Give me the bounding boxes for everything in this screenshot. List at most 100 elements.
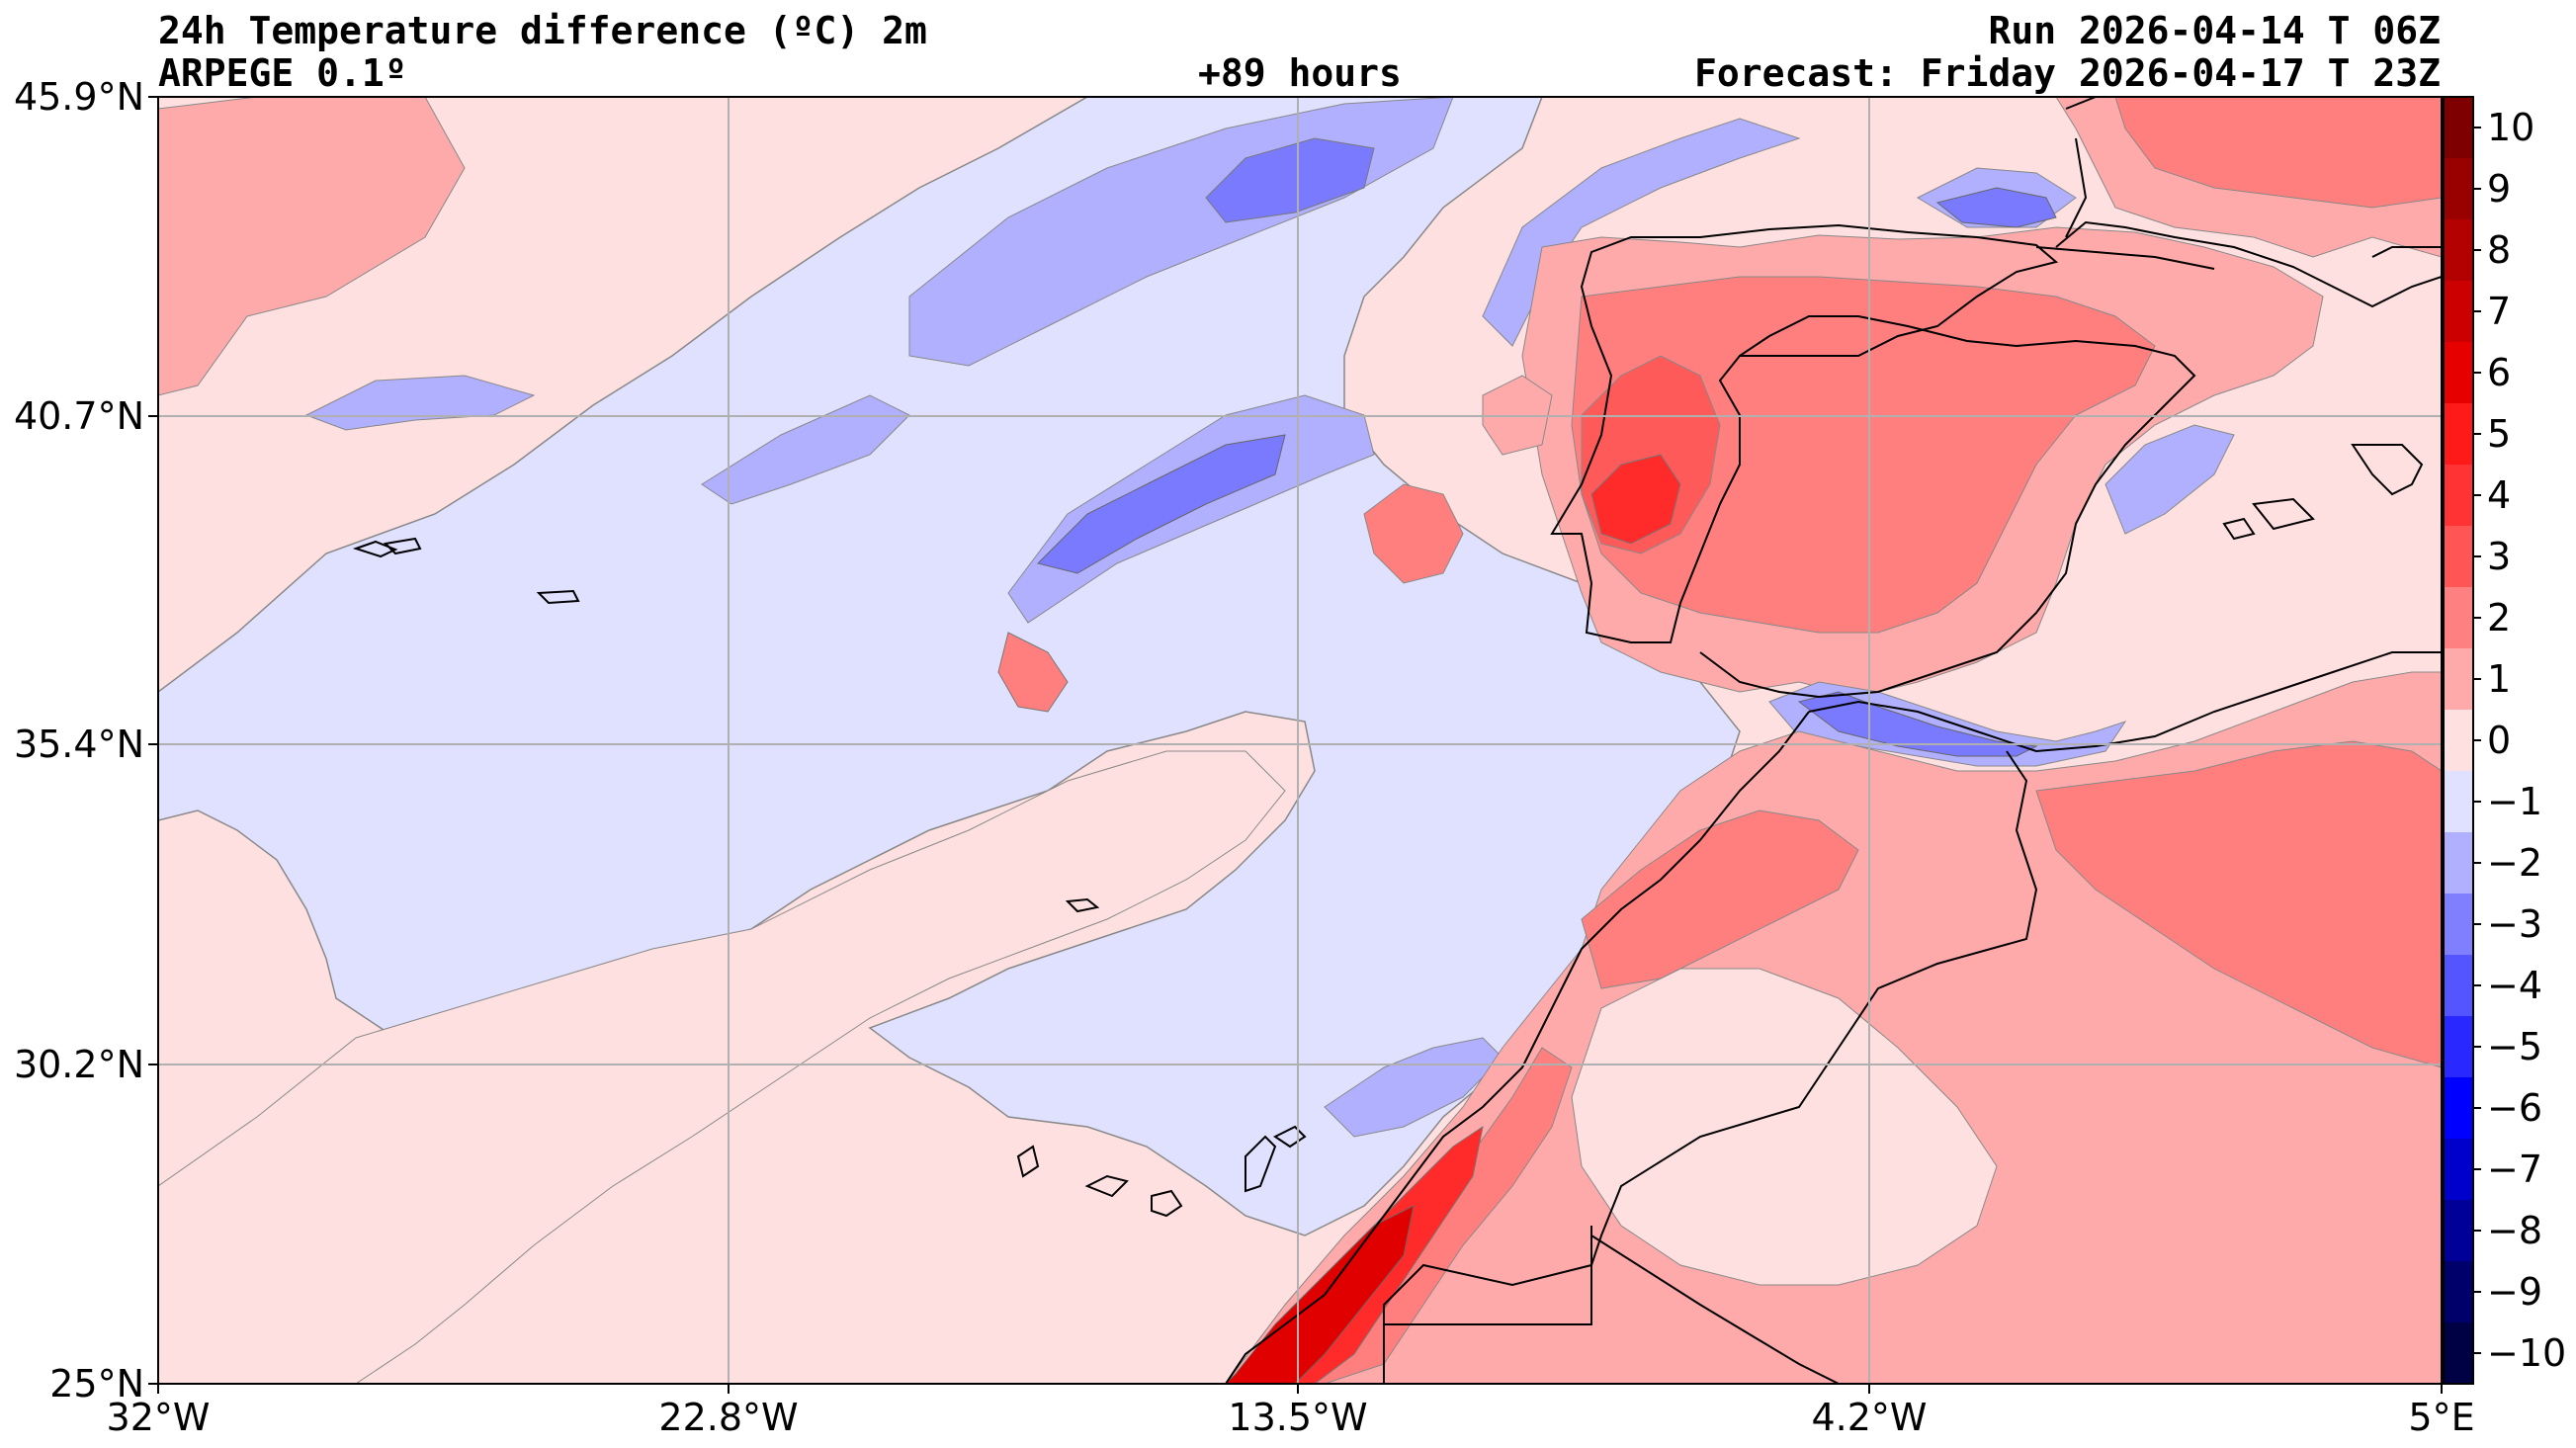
x-tick-label: 32°W: [107, 1396, 211, 1439]
border-morocco-algeria: [1383, 750, 2038, 1384]
colorbar-swatch: [2444, 1016, 2473, 1078]
field-pos1-africa-interior: [1571, 968, 1998, 1286]
field-pos3-offshore-iberia: [1363, 483, 1464, 584]
colorbar-tick-label: −1: [2487, 780, 2542, 823]
x-tick-label: 22.8°W: [658, 1396, 798, 1439]
colorbar-swatch: [2444, 158, 2473, 220]
colorbar-tick-label: 8: [2487, 228, 2511, 272]
field-pos3-france: [2114, 97, 2442, 209]
colorbar-swatch: [2444, 648, 2473, 711]
colorbar-swatch: [2444, 832, 2473, 894]
border-algeria-south: [1590, 1235, 1840, 1384]
field-pos3-canary-patch: [997, 632, 1069, 713]
island-canary-5: [1273, 1125, 1307, 1149]
y-tick-label: 40.7°N: [14, 394, 144, 438]
field-neg2-mediterranean-1: [2104, 424, 2235, 535]
colorbar-swatch: [2444, 771, 2473, 833]
field-neg3-biscay-corner: [1935, 187, 2057, 228]
colorbar-tick-label: −10: [2487, 1331, 2566, 1375]
colorbar-swatch: [2444, 1077, 2473, 1140]
field-pos3-africa-coast: [1581, 809, 1859, 989]
field-pos3-sahara: [1245, 1047, 1573, 1384]
island-azores-1: [352, 540, 398, 558]
field-pos5-portugal: [1590, 454, 1681, 545]
colorbar-swatch: [2444, 710, 2473, 772]
colorbar-tick-label: 4: [2487, 473, 2511, 517]
colorbar-tick-label: −9: [2487, 1270, 2542, 1314]
colorbar-tick-label: 9: [2487, 167, 2511, 211]
colorbar-swatch: [2444, 97, 2473, 159]
field-pos3-iberia: [1571, 276, 2156, 634]
y-tick-label: 45.9°N: [14, 75, 144, 119]
colorbar-tick-label: −6: [2487, 1086, 2542, 1130]
field-pos6-sahara: [1225, 1205, 1415, 1384]
field-pos3-africa-east: [2035, 740, 2442, 1068]
colorbar-swatch: [2444, 1139, 2473, 1201]
x-tick-label: 5°E: [2408, 1396, 2474, 1439]
field-neg2-streak-4: [701, 394, 910, 505]
colorbar-tick-label: 10: [2487, 106, 2534, 149]
x-tick-label: 4.2°W: [1811, 1396, 1927, 1439]
colorbar-swatch: [2444, 1322, 2473, 1385]
colorbar-tick-label: 0: [2487, 719, 2511, 762]
coastline-france: [2055, 220, 2442, 308]
colorbar-swatch: [2444, 955, 2473, 1017]
colorbar-swatch: [2444, 1200, 2473, 1262]
colorbar-tick-label: −8: [2487, 1209, 2542, 1252]
colorbar-swatch: [2444, 219, 2473, 282]
field-pos2-nw: [158, 97, 466, 396]
island-balearic-2: [2222, 517, 2256, 541]
colorbar-tick-label: 1: [2487, 657, 2511, 701]
field-neg3-streak-1: [1205, 137, 1375, 223]
run-label: Run 2026-04-14 T 06Z: [1988, 9, 2441, 52]
border-mauritania: [1384, 1226, 1592, 1325]
colorbar-tick-label: −5: [2487, 1025, 2542, 1068]
field-layer: [158, 97, 2442, 1384]
y-tick-label: 25°N: [49, 1362, 144, 1405]
colorbar-tick-label: 6: [2487, 351, 2511, 394]
colorbar-tick-label: −3: [2487, 902, 2542, 946]
island-madeira: [1065, 897, 1100, 913]
forecast-label: Forecast: Friday 2026-04-17 T 23Z: [1694, 51, 2441, 95]
coastline-africa: [1225, 651, 2442, 1384]
chart-title: 24h Temperature difference (ºC) 2m: [158, 9, 927, 52]
island-azores-3: [536, 589, 580, 605]
island-canary-1: [1016, 1145, 1040, 1178]
model-label: ARPEGE 0.1º: [158, 51, 407, 95]
island-canary-2: [1084, 1174, 1129, 1198]
coastline-italy-sardinia: [2351, 246, 2442, 496]
island-canary-3: [1151, 1189, 1183, 1218]
x-tick-label: 13.5°W: [1228, 1396, 1367, 1439]
gridlines: [158, 97, 2442, 1384]
map-frame: [157, 96, 2443, 1385]
colorbar-swatch: [2444, 342, 2473, 404]
lead-time-label: +89 hours: [1198, 51, 1402, 95]
colorbar-swatch: [2444, 281, 2473, 343]
island-canary-4: [1245, 1135, 1277, 1193]
field-pos1-southwest: [158, 750, 1286, 1384]
border-pyrenees: [2035, 246, 2215, 270]
island-azores-2: [383, 537, 422, 555]
colorbar-tick-label: 2: [2487, 596, 2511, 639]
colorbar-tick-label: −7: [2487, 1148, 2542, 1191]
colorbar-swatch: [2444, 526, 2473, 588]
border-france-north: [2065, 97, 2097, 238]
field-neg3-gibraltar: [1797, 691, 2038, 757]
colorbar-tick-label: 5: [2487, 412, 2511, 456]
colorbar-swatch: [2444, 1261, 2473, 1323]
colorbar-tick-label: 7: [2487, 290, 2511, 333]
field-neg3-streak-2: [1037, 434, 1286, 574]
colorbar-tick-label: 3: [2487, 535, 2511, 578]
y-tick-label: 35.4°N: [14, 723, 144, 766]
island-balearic-1: [2252, 497, 2315, 531]
y-tick-label: 30.2°N: [14, 1043, 144, 1086]
coastline-layer: [352, 97, 2442, 1384]
colorbar-tick-label: −4: [2487, 964, 2542, 1007]
colorbar-swatch: [2444, 587, 2473, 649]
colorbar-swatch: [2444, 465, 2473, 527]
colorbar-tick-label: −2: [2487, 841, 2542, 885]
colorbar-swatch: [2444, 403, 2473, 466]
axis-ticks: [148, 96, 2443, 1394]
